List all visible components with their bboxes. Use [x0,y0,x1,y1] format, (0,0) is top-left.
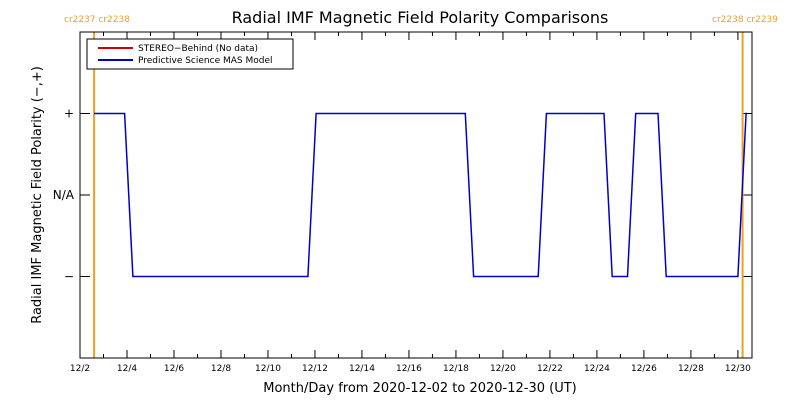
series-line-model [94,112,748,278]
carrington-labels: cr2237 cr2238 cr2238 cr2239 [64,15,778,25]
chart-title: Radial IMF Magnetic Field Polarity Compa… [232,8,609,27]
x-tick-label: 12/12 [302,364,328,374]
x-tick-label: 12/14 [349,364,375,374]
legend-label-stereo: STEREO−Behind (No data) [138,44,258,54]
carrington-marker-label: cr2238 cr2239 [712,15,778,25]
legend-box [86,38,294,70]
x-tick-label: 12/30 [725,364,751,374]
legend-label-model: Predictive Science MAS Model [138,56,273,66]
y-tick-label: − [64,270,74,284]
x-tick-label: 12/10 [255,364,281,374]
x-tick-label: 12/8 [211,364,231,374]
y-tick-label: + [64,107,74,121]
x-tick-label: 12/22 [537,364,563,374]
x-tick-label: 12/6 [164,364,184,374]
x-tick-label: 12/28 [678,364,704,374]
y-ticks: + N/A − [53,107,752,284]
x-ticks: 12/2 12/4 12/6 12/8 12/10 12/12 12/14 12/16 12/1… [70,32,751,374]
x-tick-label: 12/16 [396,364,422,374]
carrington-marker-label: cr2237 cr2238 [64,15,130,25]
x-tick-label: 12/18 [443,364,469,374]
x-tick-label: 12/26 [631,364,657,374]
x-axis-label: Month/Day from 2020-12-02 to 2020-12-30 … [263,381,576,396]
x-tick-label: 12/2 [70,364,90,374]
x-tick-label: 12/4 [117,364,137,374]
series-lines [94,112,748,278]
y-axis-label: Radial IMF Magnetic Field Polarity (−,+) [30,66,45,324]
plot-frame [79,31,753,359]
carrington-markers [93,32,744,358]
x-tick-label: 12/20 [490,364,516,374]
x-tick-label: 12/24 [584,364,610,374]
y-tick-label: N/A [53,188,75,202]
legend: STEREO−Behind (No data) Predictive Scien… [86,38,294,70]
